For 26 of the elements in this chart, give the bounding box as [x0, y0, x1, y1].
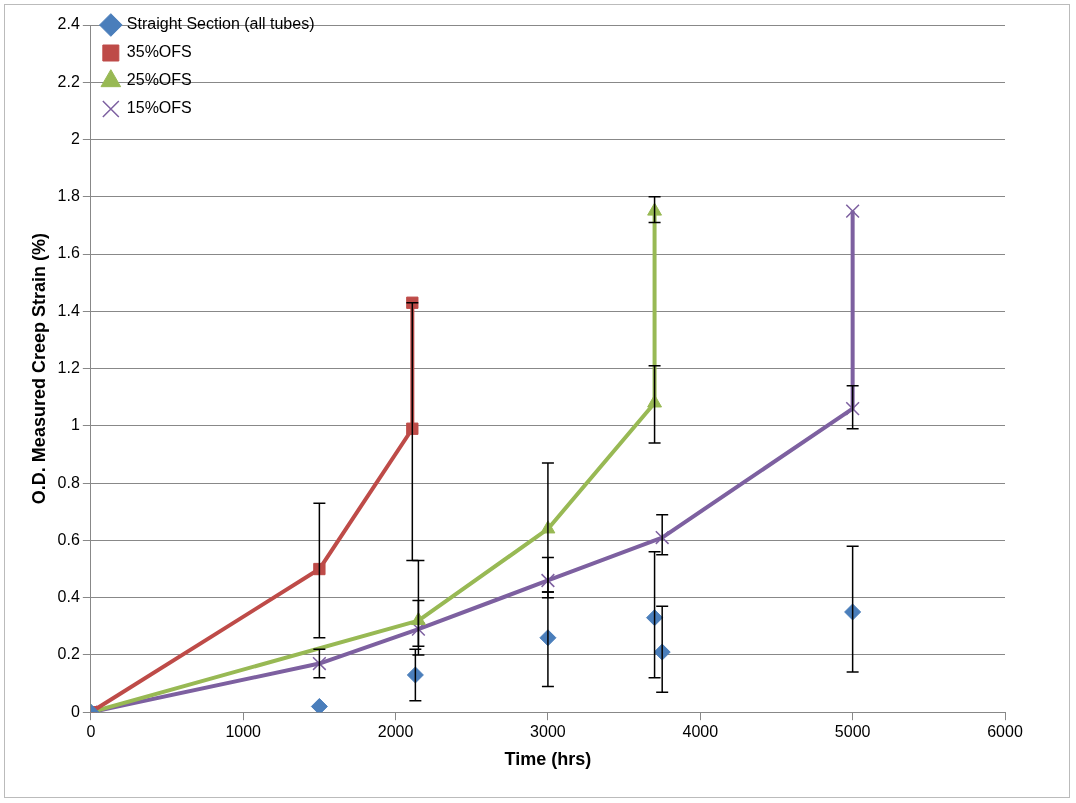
y-tick-label: 0.6	[57, 530, 80, 548]
y-axis-title: O.D. Measured Creep Strain (%)	[28, 233, 49, 505]
y-tick-label: 1	[70, 416, 80, 434]
legend-label: 25%OFS	[126, 71, 192, 89]
y-tick-label: 2.2	[57, 72, 80, 90]
y-tick-label: 0.4	[57, 588, 80, 606]
legend-label: Straight Section (all tubes)	[126, 15, 315, 33]
legend-label: 15%OFS	[126, 99, 192, 117]
y-tick-label: 0.2	[57, 645, 80, 663]
x-tick-label: 1000	[225, 723, 262, 741]
x-tick-label: 4000	[682, 723, 719, 741]
x-tick-label: 3000	[530, 723, 566, 741]
legend-label: 35%OFS	[126, 43, 192, 61]
x-tick-label: 2000	[377, 723, 414, 741]
y-tick-label: 0	[70, 702, 80, 720]
x-tick-label: 0	[86, 723, 96, 741]
y-tick-label: 1.6	[57, 244, 80, 262]
y-tick-label: 2.4	[57, 15, 80, 33]
y-tick-label: 1.4	[57, 301, 80, 319]
y-tick-label: 2	[70, 129, 80, 147]
y-tick-label: 1.2	[57, 359, 80, 377]
x-tick-label: 6000	[987, 723, 1023, 741]
x-axis-title: Time (hrs)	[504, 749, 592, 770]
y-tick-label: 1.8	[57, 187, 80, 205]
x-tick-label: 5000	[834, 723, 871, 741]
y-tick-label: 0.8	[57, 473, 80, 491]
